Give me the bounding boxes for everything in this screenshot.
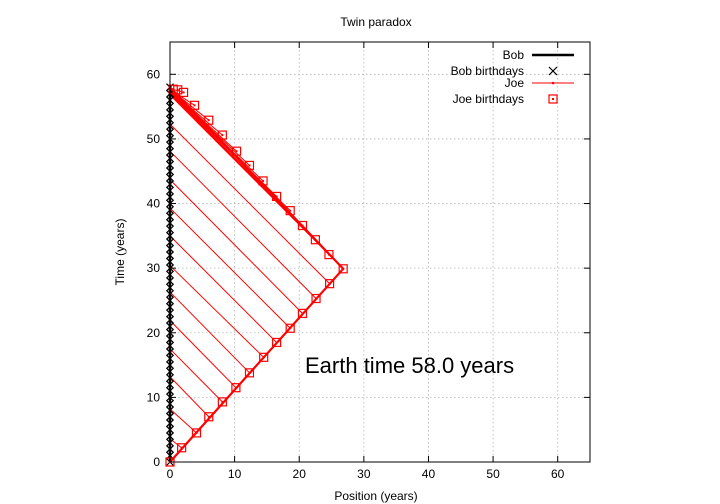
joe-birthday-marker-dot	[180, 446, 183, 449]
joe-birthday-marker	[258, 176, 268, 186]
joe-birthday-marker	[324, 249, 334, 260]
joe-birthday-marker-dot	[289, 209, 292, 212]
legend-label-joe: Joe	[505, 76, 525, 90]
joe-birthday-marker-dot	[248, 164, 251, 167]
x-tick-label: 10	[228, 467, 242, 481]
light-signal-line	[169, 376, 210, 418]
joe-birthday-marker	[191, 428, 202, 438]
joe-birthday-marker-dot	[172, 88, 175, 91]
joe-birthday-marker	[177, 443, 187, 453]
joe-birthday-marker-dot	[328, 282, 331, 285]
y-axis-label: Time (years)	[113, 219, 127, 286]
plot-frame	[169, 41, 591, 463]
joe-birthday-marker	[310, 235, 320, 245]
joe-birthday-marker-dot	[195, 431, 198, 434]
joe-birthday-marker	[168, 84, 178, 94]
joe-worldline-layer	[165, 84, 348, 467]
joe-birthday-marker	[272, 337, 282, 348]
joe-birthday-marker-dot	[301, 312, 304, 315]
joe-birthday-marker-dot	[275, 341, 278, 344]
joe-birthday-marker	[338, 264, 348, 274]
joe-birthday-marker-dot	[342, 267, 345, 270]
chart-title: Twin paradox	[340, 15, 411, 29]
joe-light-signals	[169, 88, 344, 449]
y-tick-label: 50	[147, 132, 161, 146]
joe-birthday-marker	[217, 130, 227, 140]
earth-time-annotation: Earth time 58.0 years	[305, 353, 514, 378]
plot-border	[169, 41, 591, 463]
joe-birthday-marker	[244, 368, 255, 378]
joe-birthday-marker-dot	[262, 356, 265, 359]
joe-birthday-marker	[285, 206, 295, 216]
joe-worldline	[169, 86, 345, 463]
y-tick-label: 10	[147, 390, 161, 404]
y-tick-label: 30	[147, 261, 161, 275]
joe-birthday-marker-dot	[314, 238, 317, 241]
grid-lines	[170, 42, 590, 462]
joe-birthday-marker-dot	[234, 386, 237, 389]
x-tick-label: 0	[167, 467, 174, 481]
x-tick-label: 40	[422, 467, 436, 481]
light-signal-line	[169, 291, 250, 374]
light-signal-line	[169, 150, 317, 299]
joe-birthday-marker	[285, 323, 295, 333]
joe-birthday-marker-dot	[289, 327, 292, 330]
joe-birthday-marker	[189, 100, 200, 110]
light-signal-line	[169, 235, 277, 343]
light-signal-line	[169, 123, 330, 285]
x-tick-label: 20	[293, 467, 307, 481]
light-signal-line	[169, 348, 223, 403]
joe-birthday-marker	[272, 191, 282, 202]
joe-birthday-marker	[178, 87, 189, 98]
joe-birthday-marker	[259, 352, 269, 362]
light-signal-line	[169, 265, 265, 358]
x-tick-label: 30	[357, 467, 371, 481]
joe-birthday-marker	[231, 383, 241, 393]
joe-birthday-marker-dot	[275, 195, 278, 198]
joe-birthday-marker-dot	[221, 134, 224, 137]
joe-birthday-marker	[204, 115, 214, 125]
legend-swatch-joe-birthdays	[548, 94, 558, 104]
legend-label-bob: Bob	[503, 48, 525, 62]
joe-birthday-marker-dot	[315, 297, 318, 300]
light-signal-line	[169, 207, 291, 329]
legend-swatch-joe	[532, 81, 574, 85]
joe-birthday-marker	[204, 412, 214, 422]
light-signal-line	[169, 320, 237, 389]
legend-label-bob-birthdays: Bob birthdays	[451, 64, 524, 78]
joe-birthday-marker	[325, 279, 335, 289]
y-tick-label: 20	[147, 326, 161, 340]
joe-birthday-marker-dot	[207, 415, 210, 418]
x-tick-label: 50	[486, 467, 500, 481]
legend-swatch-joe-birthdays-dot	[552, 98, 554, 100]
joe-birthday-marker-dot	[262, 179, 265, 182]
legend: Bob Bob birthdays Joe Joe birthdays	[451, 48, 574, 106]
joe-birthday-marker	[217, 397, 227, 407]
y-tick-label: 0	[153, 455, 160, 469]
legend-swatch-bob-birthdays	[548, 66, 558, 76]
y-tick-label: 60	[147, 67, 161, 81]
y-tick-label: 40	[147, 197, 161, 211]
joe-birthday-marker-dot	[301, 224, 304, 227]
x-tick-label: 60	[551, 467, 565, 481]
joe-birthday-marker	[231, 146, 242, 156]
joe-birthday-marker-dot	[248, 371, 251, 374]
joe-birthday-marker-dot	[235, 150, 238, 153]
joe-birthday-marker-dot	[327, 253, 330, 256]
legend-label-joe-birthdays: Joe birthdays	[453, 92, 524, 106]
x-axis-label: Position (years)	[334, 489, 417, 503]
joe-birthday-marker-dot	[193, 104, 196, 107]
light-signal-line	[169, 179, 303, 314]
joe-birthday-marker	[311, 293, 321, 304]
joe-birthday-marker-dot	[221, 400, 224, 403]
joe-birthday-marker	[297, 220, 308, 231]
joe-birthday-marker	[297, 308, 308, 318]
joe-birthday-marker-dot	[207, 119, 210, 122]
joe-birthday-marker-dot	[182, 91, 185, 94]
joe-birthday-marker	[244, 160, 255, 171]
axis-ticks: 0 10 20 30 40 50 60 0 10 20 30 40 50 60	[147, 42, 590, 481]
